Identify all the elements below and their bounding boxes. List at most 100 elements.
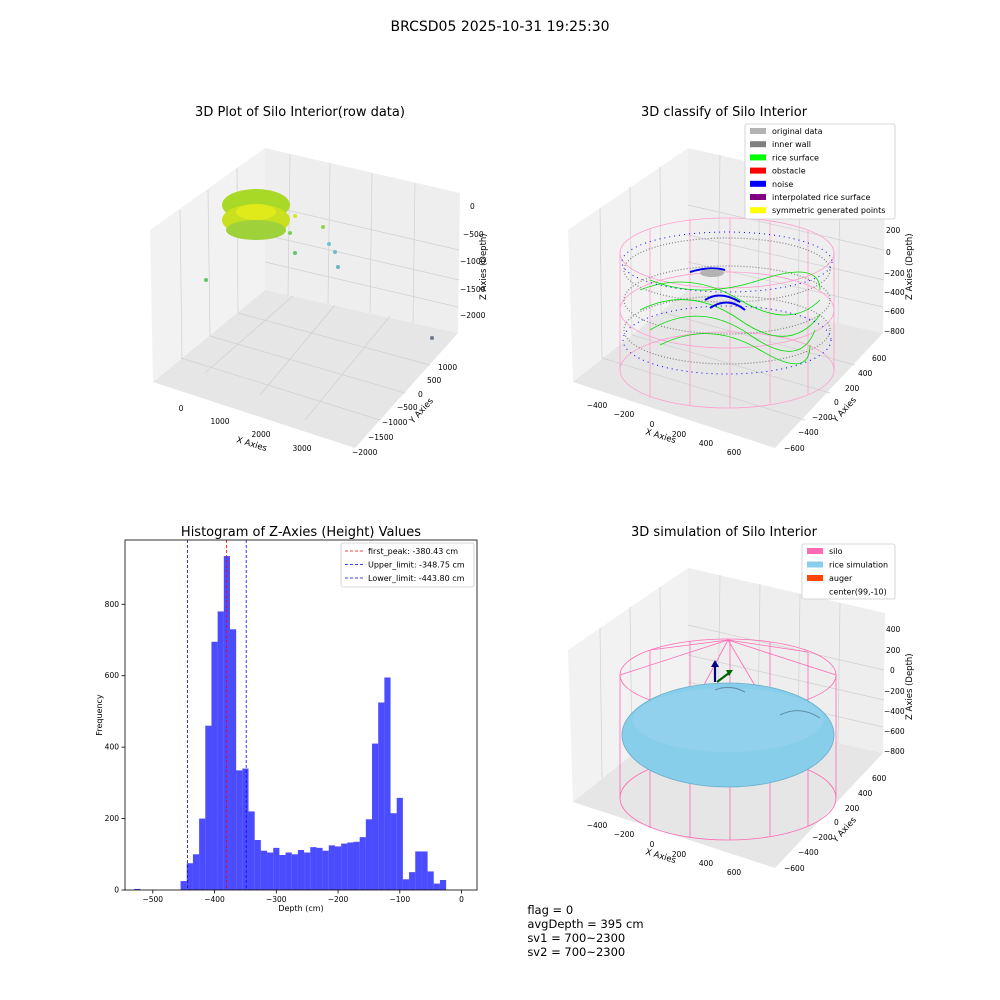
panel4-legend-entries: silo rice simulation auger center(99,-10) <box>807 547 888 597</box>
panel2-noise-ring <box>621 231 833 375</box>
panel4-ztick: −800 <box>884 747 905 756</box>
panel4-ztick: 200 <box>886 646 901 655</box>
histogram-bar <box>322 850 329 890</box>
panel2-xtick: −200 <box>614 410 635 419</box>
panel2-noise <box>689 267 746 311</box>
panel2-xtick: 200 <box>672 430 687 439</box>
panel4-xtick: 0 <box>650 840 655 849</box>
panel2-inner-wall <box>623 237 831 365</box>
panel2-xtick: 0 <box>650 420 655 429</box>
sv1-text: sv1 = 700~2300 <box>527 931 626 945</box>
panel4-ytick: 0 <box>834 818 839 827</box>
histogram-bar <box>236 770 243 890</box>
panel1-ytick: −2000 <box>352 448 378 457</box>
histogram-bar <box>328 845 335 890</box>
histogram-bar <box>365 819 373 890</box>
figure-suptitle: BRCSD05 2025-10-31 19:25:30 <box>390 19 609 35</box>
panel1-ytick: −1000 <box>382 418 408 427</box>
histogram-ytick-label: 800 <box>105 600 120 609</box>
panel1-zlabel: Z Axies (Depth) <box>479 233 489 300</box>
panel2-ticks: −400 −200 0 200 400 600 600 400 200 0 −2… <box>587 226 905 457</box>
panel2-ytick: −400 <box>798 428 819 437</box>
panel4-ytick: 400 <box>858 789 873 798</box>
legend-label: inner wall <box>772 140 811 149</box>
panel2-ztick: −800 <box>884 327 905 336</box>
histogram-legend <box>340 542 475 588</box>
panel1-xtick: 2000 <box>251 430 270 439</box>
legend-swatch <box>750 180 766 187</box>
panel2-original-data <box>700 269 724 277</box>
legend-label: noise <box>772 180 793 189</box>
panel1-ytick: 500 <box>427 376 442 385</box>
panel1-ztick: 0 <box>470 202 475 211</box>
histogram-bar <box>279 855 286 890</box>
panel4-ztick: −400 <box>884 707 905 716</box>
panel2-ytick: −200 <box>812 413 833 422</box>
panel2-xtick: −400 <box>587 401 608 410</box>
panel4-ztick: −200 <box>884 687 905 696</box>
panel4-auger <box>711 660 733 683</box>
flag-text: flag = 0 <box>527 903 574 917</box>
legend-label: interpolated rice surface <box>772 193 870 202</box>
panel4-ytick: −200 <box>812 833 833 842</box>
panel1-grid <box>179 153 460 421</box>
panel1-floor-pane <box>153 290 458 448</box>
histogram-bar <box>427 871 434 890</box>
histogram-ylabel: Frequency <box>95 694 104 736</box>
histogram-bar <box>229 629 237 890</box>
histogram-bar <box>199 818 206 890</box>
legend-label: center(99,-10) <box>829 588 887 597</box>
legend-swatch <box>750 154 766 161</box>
histogram-bar <box>192 854 200 890</box>
panel4-ztick: 0 <box>890 666 895 675</box>
histogram-xtick-label: −200 <box>328 895 349 904</box>
panel1-ticks: 0 1000 2000 3000 1000 500 0 −500 −1000 −… <box>179 202 486 457</box>
legend-label: rice simulation <box>829 561 888 570</box>
legend-swatch <box>750 141 766 148</box>
histogram-bar <box>409 872 416 890</box>
panel4-xtick: 600 <box>727 868 742 877</box>
panel2-xtick: 400 <box>699 439 714 448</box>
histogram-frame <box>124 539 478 891</box>
legend-swatch <box>750 128 766 134</box>
histogram-bar <box>396 797 403 890</box>
legend-label: auger <box>829 574 853 583</box>
histogram-bar <box>390 813 397 890</box>
panel2-zlabel: Z Axies (Depth) <box>905 233 915 300</box>
panel1-scatter <box>204 189 434 340</box>
histogram-bar <box>134 888 141 890</box>
panel4-rice-simulation <box>621 682 835 788</box>
legend-label: rice surface <box>772 153 819 162</box>
legend-label: silo <box>829 547 843 556</box>
histogram-ytick-label: 400 <box>105 743 120 752</box>
histogram-bar <box>372 743 379 890</box>
panel2-rice-surface <box>639 271 821 365</box>
panel1-ytick: −1500 <box>368 433 394 442</box>
panel1-ytick: 0 <box>418 390 423 399</box>
histogram-legend-label: first_peak: -380.43 cm <box>368 547 458 556</box>
histogram-bar <box>297 850 305 890</box>
panel1-ytick: 1000 <box>438 363 457 372</box>
histogram-ytick-label: 0 <box>114 886 119 895</box>
histogram-bar <box>353 841 360 890</box>
panel-simulation: 3D simulation of Silo Interior <box>568 525 915 877</box>
histogram-title: Histogram of Z-Axies (Height) Values <box>181 525 421 540</box>
panel4-ytick: 200 <box>845 804 860 813</box>
histogram-bar <box>341 843 348 890</box>
histogram-bar <box>304 852 311 890</box>
panel1-title: 3D Plot of Silo Interior(row data) <box>195 105 405 120</box>
panel4-ztick: 400 <box>886 625 901 634</box>
histogram-xtick-label: 0 <box>459 895 464 904</box>
histogram-xtick-label: −500 <box>142 895 163 904</box>
panel2-ytick: 0 <box>834 398 839 407</box>
panel4-xtick: 400 <box>699 859 714 868</box>
panel4-title: 3D simulation of Silo Interior <box>631 525 818 540</box>
histogram-bar <box>415 851 422 890</box>
legend-swatch <box>807 561 823 568</box>
panel4-ytick: −600 <box>784 864 805 873</box>
histogram-bar <box>180 881 187 890</box>
histogram-bar <box>254 840 261 890</box>
histogram-bar <box>316 847 323 890</box>
panel2-xtick: 600 <box>727 448 742 457</box>
histogram-bar <box>223 556 230 890</box>
